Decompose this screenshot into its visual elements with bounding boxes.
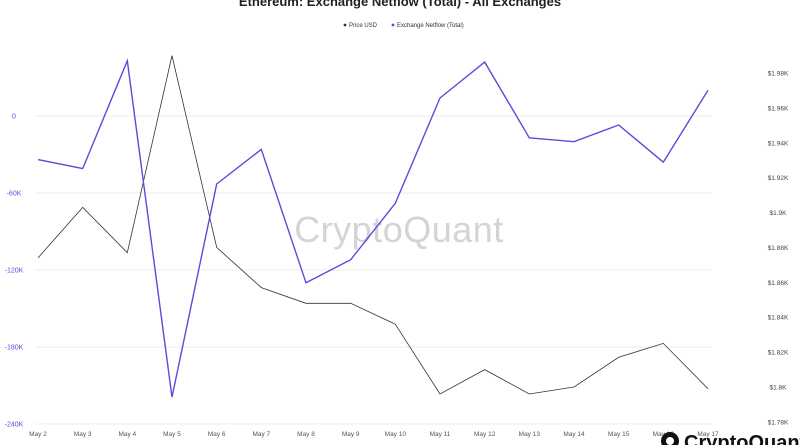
right-tick-label: $1.9K <box>770 210 788 217</box>
x-tick-label: May 7 <box>252 431 270 438</box>
right-tick-label: $1.96K <box>768 105 789 112</box>
x-tick-label: May 15 <box>608 431 630 438</box>
right-tick-label: $1.82K <box>768 350 789 357</box>
legend-label-netflow[interactable]: Exchange Netflow (Total) <box>397 23 464 29</box>
x-tick-label: May 3 <box>74 431 92 438</box>
x-tick-label: May 16 <box>653 431 675 438</box>
x-tick-label: May 11 <box>430 431 451 438</box>
legend[interactable]: Price USD Exchange Netflow (Total) <box>343 23 464 29</box>
left-tick-label: -120K <box>5 268 24 275</box>
legend-marker-price <box>343 23 347 27</box>
x-tick-label: May 13 <box>519 431 541 438</box>
price-usd-line[interactable] <box>37 55 709 395</box>
x-axis: May 2 May 3 May 4 May 5 May 6 May 7 May 8 May 9… <box>29 431 719 438</box>
right-tick-label: $1.98K <box>768 71 789 78</box>
right-tick-label: $1.94K <box>768 140 789 147</box>
right-tick-label: $1.84K <box>768 315 789 322</box>
right-tick-label: $1.78K <box>768 419 789 426</box>
x-tick-label: May 2 <box>29 431 47 438</box>
left-tick-label: -180K <box>5 345 24 352</box>
x-tick-label: May 4 <box>118 431 136 438</box>
chart-title: Ethereum: Exchange Netflow (Total) - All… <box>239 0 561 9</box>
brand-logo: CryptoQuant <box>661 432 800 445</box>
x-tick-label: May 12 <box>474 431 496 438</box>
left-tick-label: 0 <box>12 114 16 121</box>
grid <box>36 115 712 425</box>
legend-marker-netflow <box>391 23 395 27</box>
right-axis: $1.78K $1.8K $1.82K $1.84K $1.86K $1.88K $1.9K… <box>768 71 789 427</box>
legend-label-price[interactable]: Price USD <box>349 23 378 29</box>
x-tick-label: May 6 <box>208 431 226 438</box>
x-tick-label: May 14 <box>563 431 585 438</box>
x-tick-label: May 17 <box>697 431 719 438</box>
cryptoquant-logo-icon <box>661 432 679 445</box>
left-axis: 0 -60K -120K -180K -240K <box>5 114 24 429</box>
x-tick-label: May 10 <box>385 431 407 438</box>
right-tick-label: $1.86K <box>768 280 789 287</box>
left-tick-label: -240K <box>5 422 24 429</box>
x-tick-label: May 8 <box>297 431 315 438</box>
x-tick-label: May 5 <box>163 431 181 438</box>
series-lines[interactable] <box>37 55 709 398</box>
x-tick-label: May 9 <box>342 431 360 438</box>
right-tick-label: $1.88K <box>768 245 789 252</box>
right-tick-label: $1.8K <box>770 385 788 392</box>
right-tick-label: $1.92K <box>768 175 789 182</box>
left-tick-label: -60K <box>7 191 22 198</box>
watermark: CryptoQuant <box>294 209 504 250</box>
brand-text: CryptoQuant <box>684 432 800 445</box>
exchange-netflow-line[interactable] <box>37 58 709 398</box>
